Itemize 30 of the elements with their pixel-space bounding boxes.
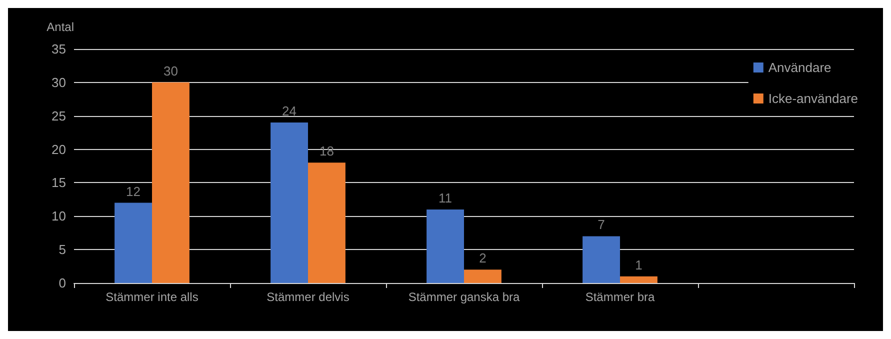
y-axis-title: Antal xyxy=(46,20,74,34)
bar xyxy=(114,202,152,283)
legend-label: Icke-användare xyxy=(768,91,858,106)
data-label: 30 xyxy=(163,63,178,78)
y-tick-label: 30 xyxy=(52,74,66,90)
bar xyxy=(308,162,346,283)
data-label: 24 xyxy=(282,104,297,119)
data-label: 2 xyxy=(479,250,486,266)
bar xyxy=(270,122,308,283)
bar xyxy=(152,82,190,283)
data-label: 1 xyxy=(635,257,642,272)
y-tick-label: 35 xyxy=(52,42,66,56)
data-label: 12 xyxy=(126,184,141,199)
data-label: 7 xyxy=(598,217,605,232)
y-tick-label: 10 xyxy=(52,208,66,224)
bar xyxy=(426,209,464,283)
x-tick-label: Stämmer delvis xyxy=(266,290,350,304)
y-tick-label: 15 xyxy=(52,175,66,190)
bar xyxy=(582,236,620,283)
legend-label: Användare xyxy=(768,60,832,75)
y-tick-label: 25 xyxy=(52,108,66,124)
y-tick-label: 0 xyxy=(58,276,66,290)
y-tick-label: 20 xyxy=(52,142,66,157)
data-label: 11 xyxy=(438,190,452,206)
x-tick-label: Stämmer inte alls xyxy=(106,290,198,304)
bar xyxy=(464,270,502,283)
x-tick-label: Stämmer ganska bra xyxy=(408,290,520,304)
y-tick-label: 5 xyxy=(58,242,66,258)
bar xyxy=(620,276,658,283)
x-tick-label: Stämmer bra xyxy=(585,290,655,304)
